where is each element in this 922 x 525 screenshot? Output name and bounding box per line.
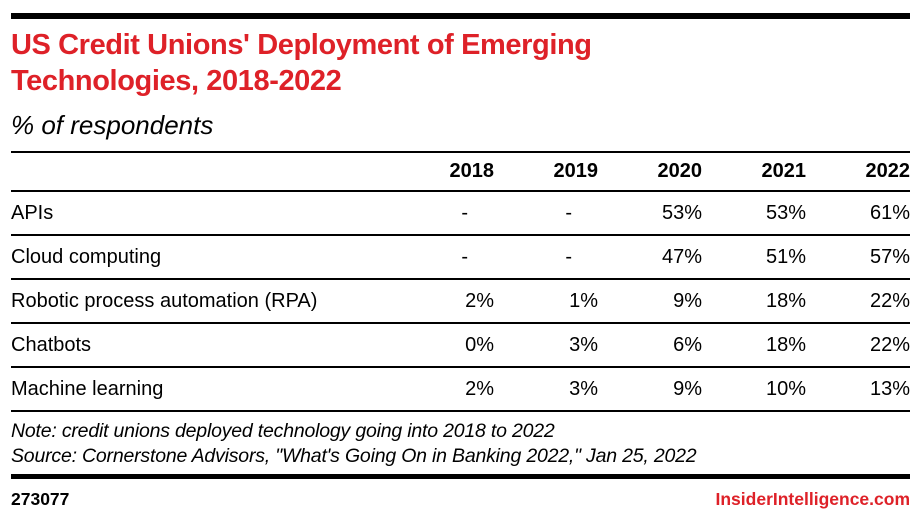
table-cell: 47% xyxy=(598,235,702,280)
table-cell: 13% xyxy=(806,367,910,412)
insider-intelligence-link[interactable]: InsiderIntelligence.com xyxy=(715,489,911,509)
table-cell: 3% xyxy=(494,367,598,412)
table-cell: 9% xyxy=(598,279,702,324)
col-header-2022: 2022 xyxy=(806,151,910,192)
chart-title-line-1: US Credit Unions' Deployment of Emerging xyxy=(11,29,592,61)
header-row: 2018 2019 2020 2021 2022 xyxy=(11,151,910,192)
footer-bar xyxy=(11,474,910,479)
table-cell: - xyxy=(494,235,598,280)
table-cell: - xyxy=(494,191,598,236)
row-label: Robotic process automation (RPA) xyxy=(11,279,390,324)
row-label: Chatbots xyxy=(11,323,390,368)
chart-source: Source: Cornerstone Advisors, "What's Go… xyxy=(11,445,697,467)
data-table: 2018 2019 2020 2021 2022 APIs - - 53% 53… xyxy=(11,151,910,412)
col-header-2020: 2020 xyxy=(598,151,702,192)
row-label: Machine learning xyxy=(11,367,390,412)
table-cell: 53% xyxy=(598,191,702,236)
chart-note: Note: credit unions deployed technology … xyxy=(11,420,555,442)
table-cell: 3% xyxy=(494,323,598,368)
chart-id: 273077 xyxy=(11,489,70,509)
top-accent-bar xyxy=(11,13,910,19)
corner-cell xyxy=(11,151,390,192)
table-cell: 51% xyxy=(702,235,806,280)
table-cell: 53% xyxy=(702,191,806,236)
table-row: Chatbots 0% 3% 6% 18% 22% xyxy=(11,323,910,368)
table-cell: 2% xyxy=(390,367,494,412)
col-header-2018: 2018 xyxy=(390,151,494,192)
table-cell: 18% xyxy=(702,279,806,324)
table-cell: 61% xyxy=(806,191,910,236)
table-row: Robotic process automation (RPA) 2% 1% 9… xyxy=(11,279,910,324)
table-cell: 57% xyxy=(806,235,910,280)
table-cell: 22% xyxy=(806,279,910,324)
col-header-2021: 2021 xyxy=(702,151,806,192)
table-cell: 10% xyxy=(702,367,806,412)
table-cell: - xyxy=(390,191,494,236)
chart-notes: Note: credit unions deployed technology … xyxy=(11,419,910,469)
col-header-2019: 2019 xyxy=(494,151,598,192)
table-cell: 2% xyxy=(390,279,494,324)
table-cell: 22% xyxy=(806,323,910,368)
table-cell: 9% xyxy=(598,367,702,412)
row-label: Cloud computing xyxy=(11,235,390,280)
table-cell: 6% xyxy=(598,323,702,368)
table-row: Cloud computing - - 47% 51% 57% xyxy=(11,235,910,280)
table-row: Machine learning 2% 3% 9% 10% 13% xyxy=(11,367,910,412)
table-cell: 18% xyxy=(702,323,806,368)
table-row: APIs - - 53% 53% 61% xyxy=(11,191,910,236)
table-cell: - xyxy=(390,235,494,280)
chart-subtitle: % of respondents xyxy=(11,110,214,140)
table-cell: 1% xyxy=(494,279,598,324)
table-cell: 0% xyxy=(390,323,494,368)
row-label: APIs xyxy=(11,191,390,236)
chart-title: US Credit Unions' Deployment of Emerging… xyxy=(11,27,910,99)
footer: 273077 InsiderIntelligence.com xyxy=(11,489,910,510)
chart-title-line-2: Technologies, 2018-2022 xyxy=(11,65,342,97)
